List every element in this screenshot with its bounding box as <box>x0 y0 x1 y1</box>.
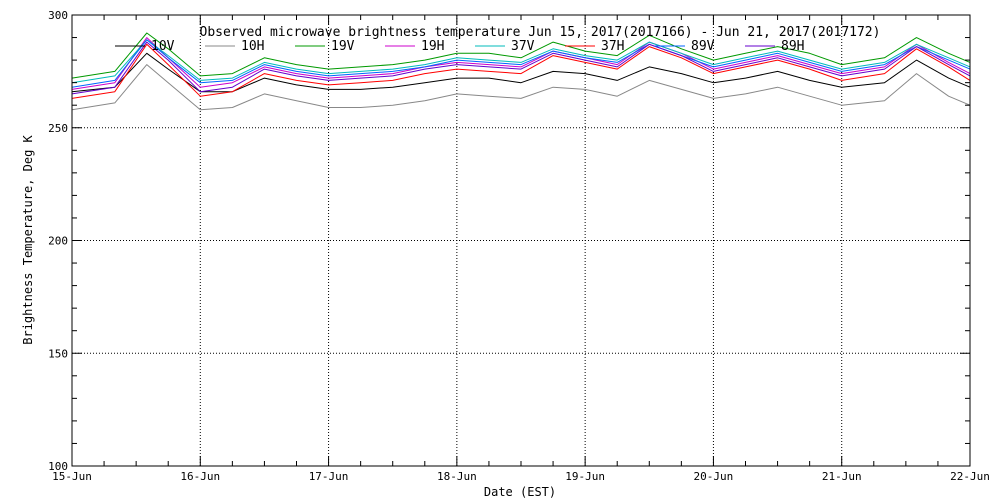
y-axis-label: Brightness Temperature, Deg K <box>21 134 35 344</box>
x-tick-label: 18-Jun <box>437 470 477 483</box>
y-tick-label: 100 <box>48 460 68 473</box>
tick-marks <box>71 14 971 467</box>
x-tick-label: 20-Jun <box>694 470 734 483</box>
legend-label-89v: 89V <box>691 39 715 54</box>
legend: 10V 10H 19V 19H 37V 37H 89V 89H <box>115 39 804 54</box>
legend-label-19v: 19V <box>331 39 355 54</box>
tick-labels: 100 150 200 250 300 15-Jun 16-Jun 17-Jun 18-Jun 1… <box>48 9 990 483</box>
series-lines <box>71 32 971 111</box>
grid-lines <box>72 15 970 466</box>
x-axis-label: Date (EST) <box>484 485 556 499</box>
chart-title: Observed microwave brightness temperatur… <box>200 25 881 40</box>
legend-label-10v: 10V <box>151 39 175 54</box>
x-tick-label: 22-Jun <box>950 470 990 483</box>
x-tick-label: 21-Jun <box>822 470 862 483</box>
series-line-19h <box>71 37 971 90</box>
x-tick-label: 19-Jun <box>565 470 605 483</box>
x-tick-label: 15-Jun <box>52 470 92 483</box>
y-tick-label: 200 <box>48 235 68 248</box>
x-tick-label: 16-Jun <box>180 470 220 483</box>
series-line-37v <box>71 39 971 84</box>
x-tick-label: 17-Jun <box>309 470 349 483</box>
series-line-10v <box>71 52 971 93</box>
y-tick-label: 250 <box>48 122 68 135</box>
legend-label-37v: 37V <box>511 39 535 54</box>
y-tick-label: 150 <box>48 347 68 360</box>
series-line-89v <box>71 39 971 88</box>
series-line-10h <box>71 64 971 111</box>
legend-label-37h: 37H <box>601 39 624 54</box>
y-tick-label: 300 <box>48 9 68 22</box>
legend-label-89h: 89H <box>781 39 804 54</box>
series-line-37h <box>71 43 971 99</box>
legend-label-10h: 10H <box>241 39 264 54</box>
series-line-89h <box>71 41 971 95</box>
legend-label-19h: 19H <box>421 39 444 54</box>
series-line-19v <box>71 32 971 79</box>
